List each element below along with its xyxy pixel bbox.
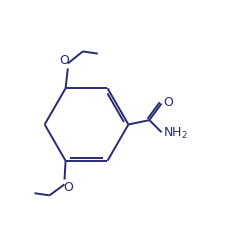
Text: NH$_2$: NH$_2$ (162, 126, 187, 141)
Text: O: O (63, 181, 73, 194)
Text: O: O (59, 54, 68, 67)
Text: O: O (163, 96, 173, 109)
